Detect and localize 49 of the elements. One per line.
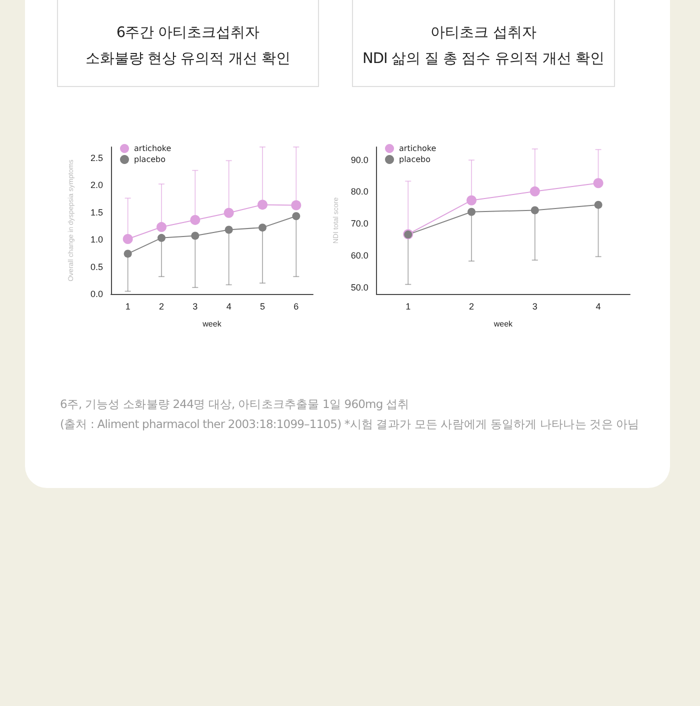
x-axis-title: week xyxy=(202,320,222,328)
x-tick-label: 4 xyxy=(596,302,601,312)
x-tick-label: 2 xyxy=(469,302,474,312)
y-tick-label: 1.0 xyxy=(90,234,103,245)
chart-title: 6주간 아티초크섭취자 소화불량 현상 유의적 개선 확인 xyxy=(57,0,319,87)
x-tick-label: 3 xyxy=(532,302,538,312)
y-tick-label: 80.0 xyxy=(350,186,368,197)
y-tick-label: 2.0 xyxy=(90,180,103,190)
point xyxy=(224,208,234,218)
x-tick-label: 3 xyxy=(192,302,198,312)
y-tick-label: 0.0 xyxy=(90,289,103,299)
point xyxy=(124,250,132,258)
y-tick-label: 60.0 xyxy=(350,250,368,261)
legend-label: artichoke xyxy=(134,144,172,153)
y-tick-label: 1.5 xyxy=(90,207,103,218)
text: 6주, 기능성 소화불량 244명 대상, 아티초크추출물 1일 960mg 섭취 xyxy=(60,396,410,413)
point xyxy=(468,208,476,216)
point xyxy=(291,200,302,210)
point xyxy=(530,206,539,214)
text: (출처 : Aliment pharmacol ther 2003:18:1099–1105) *시험 결과가 모든 사람에게 동일하게 나타나는 것은 아님 xyxy=(60,416,640,433)
y-tick-label: 2.5 xyxy=(90,152,103,163)
point xyxy=(594,200,602,209)
point xyxy=(158,234,166,242)
point xyxy=(190,214,200,225)
x-axis-title: week xyxy=(492,320,514,328)
point xyxy=(530,186,540,196)
x-tick-label: 4 xyxy=(226,302,232,312)
legend-label: placebo xyxy=(134,155,166,164)
y-tick-label: 50.0 xyxy=(350,282,368,293)
point xyxy=(156,222,166,232)
legend-label: placebo xyxy=(399,155,431,164)
x-tick-label: 1 xyxy=(406,302,411,312)
point xyxy=(224,226,233,234)
point xyxy=(122,234,133,244)
y-tick-label: 0.5 xyxy=(90,262,103,272)
point xyxy=(292,212,300,220)
point xyxy=(593,178,604,188)
point xyxy=(258,224,266,232)
x-tick-label: 5 xyxy=(260,302,266,312)
point xyxy=(258,200,268,210)
y-tick-label: 70.0 xyxy=(350,218,368,229)
point xyxy=(191,232,200,240)
y-tick-label: 90.0 xyxy=(350,154,368,165)
legend-label: artichoke xyxy=(399,144,436,153)
x-tick-label: 1 xyxy=(125,302,130,312)
x-tick-label: 2 xyxy=(158,302,164,312)
point xyxy=(466,195,477,206)
x-tick-label: 6 xyxy=(294,302,299,312)
chart-title: 아티초크 섭취자 NDI 삶의 질 총 점수 유의적 개선 확인 xyxy=(352,0,615,87)
